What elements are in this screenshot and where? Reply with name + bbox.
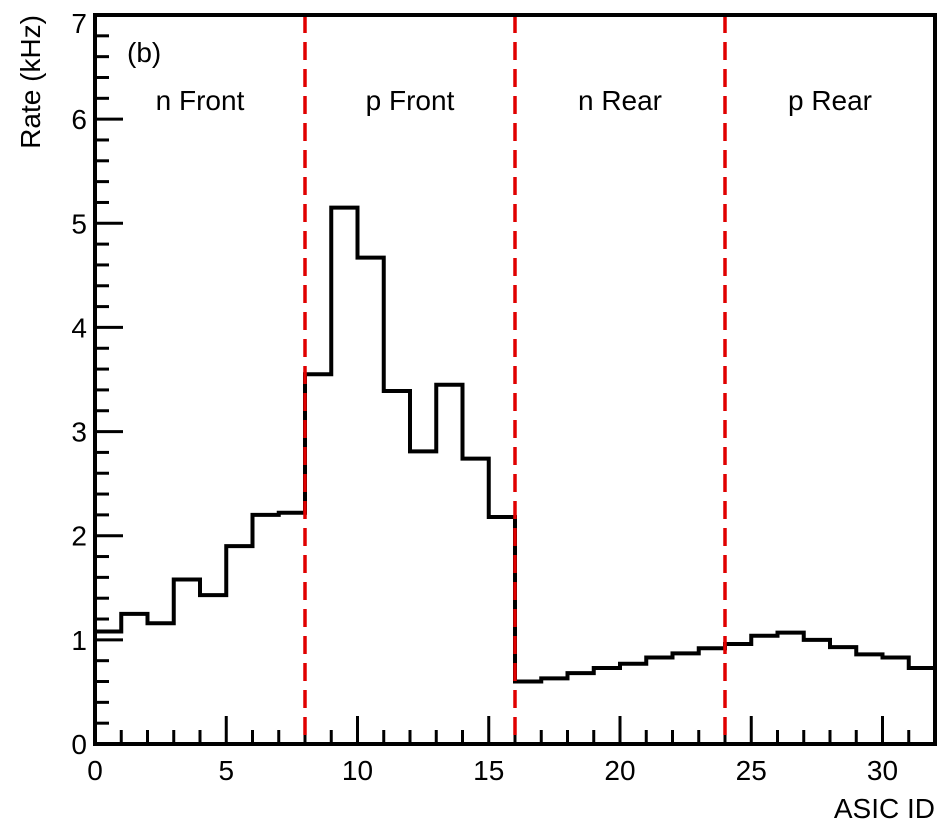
y-tick-label: 6	[71, 104, 87, 135]
y-tick-label: 4	[71, 312, 87, 343]
y-tick-label: 1	[71, 625, 87, 656]
x-tick-label: 10	[342, 755, 373, 786]
y-tick-label: 0	[71, 729, 87, 760]
region-label: p Front	[366, 85, 455, 116]
region-label: n Rear	[578, 85, 662, 116]
tick-marks-layer	[93, 13, 937, 746]
plot-frame	[93, 13, 937, 746]
x-tick-label: 20	[604, 755, 635, 786]
y-tick-label: 5	[71, 208, 87, 239]
region-label: p Rear	[788, 85, 872, 116]
x-tick-label: 15	[473, 755, 504, 786]
x-tick-label: 30	[867, 755, 898, 786]
region-label: n Front	[156, 85, 245, 116]
y-axis-title: Rate (kHz)	[15, 15, 46, 149]
x-axis-title: ASIC ID	[834, 793, 935, 824]
y-tick-label: 3	[71, 417, 87, 448]
y-tick-label: 2	[71, 521, 87, 552]
label-layer: 0 5 10 15 20 25 30 0 1 2 3 4 5 6 7 n Front p Front n Rear…	[71, 8, 898, 786]
x-tick-label: 25	[736, 755, 767, 786]
x-tick-label: 0	[87, 755, 103, 786]
x-tick-label: 5	[218, 755, 234, 786]
panel-label: (b)	[127, 37, 161, 68]
y-tick-label: 7	[71, 8, 87, 39]
divider-layer	[303, 15, 727, 744]
